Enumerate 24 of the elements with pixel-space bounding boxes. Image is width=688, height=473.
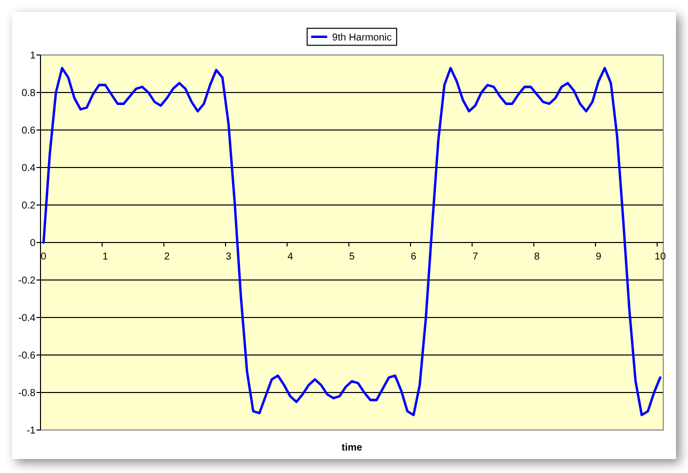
y-tick-label: 0.2: [22, 200, 36, 212]
x-tick-label: 2: [164, 252, 170, 262]
legend-label: 9th Harmonic: [332, 32, 392, 44]
y-tick-label: -0.2: [18, 276, 36, 286]
x-tick-label: 10: [654, 252, 666, 262]
y-tick-label: 0.8: [22, 88, 36, 99]
y-tick-label: -1: [26, 426, 36, 436]
x-tick-label: 6: [410, 252, 417, 262]
x-tick-label: 1: [102, 252, 108, 262]
y-tick-label: -0.4: [18, 313, 36, 324]
x-tick-label: 4: [287, 252, 294, 262]
x-tick-label: 8: [534, 252, 540, 262]
y-tick-label: 0.4: [22, 163, 36, 174]
x-tick-label: 0: [40, 252, 47, 262]
y-tick-label: 1: [30, 50, 36, 62]
y-tick-label: -0.8: [18, 388, 36, 399]
x-axis-title: time: [342, 442, 363, 454]
x-tick-label: 5: [349, 252, 356, 262]
x-tick-label: 9: [596, 252, 602, 262]
x-tick-label: 3: [226, 252, 232, 262]
x-tick-label: 7: [472, 252, 478, 262]
y-tick-label: -0.6: [18, 350, 36, 362]
y-tick-label: 0.6: [22, 126, 36, 136]
y-tick-label: 0: [30, 238, 36, 249]
